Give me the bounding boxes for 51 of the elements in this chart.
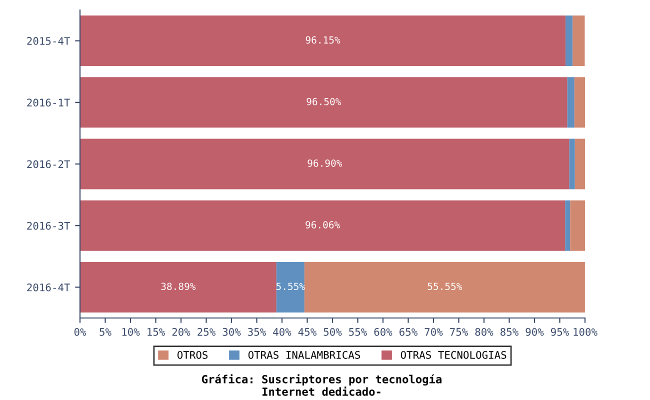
x-tick-label: 100%	[574, 328, 598, 336]
x-tick-label: 85%	[500, 328, 518, 336]
y-tick-label: 2016-1T	[27, 98, 70, 107]
data-label: 96.50%	[306, 98, 342, 106]
bar	[566, 16, 573, 66]
y-tick-label: 2015-4T	[27, 37, 70, 45]
x-tick-label: 50%	[324, 328, 342, 336]
bar	[80, 77, 568, 128]
x-tick-label: 5%	[100, 328, 112, 336]
y-tick-label: 2016-3T	[27, 222, 70, 230]
bar	[80, 138, 570, 190]
y-tick-label: 2016-2T	[27, 160, 70, 168]
x-tick-label: 15%	[148, 328, 165, 336]
x-tick-label: 90%	[526, 328, 544, 336]
bar	[567, 77, 574, 128]
bar	[574, 77, 585, 128]
bar	[80, 262, 276, 312]
x-tick-label: 95%	[550, 328, 569, 336]
legend-label: OTRAS TECNOLOGIAS	[400, 350, 506, 359]
x-tick-label: 80%	[475, 328, 494, 336]
x-tick-label: 40%	[273, 328, 292, 336]
bar	[276, 262, 304, 312]
bar	[570, 200, 585, 251]
x-tick-label: 10%	[122, 328, 140, 336]
data-label: 96.06%	[306, 221, 340, 228]
data-label: 96.90%	[308, 159, 342, 167]
y-tick-label: 2016-4T	[27, 283, 70, 292]
data-label: 38.89%	[161, 282, 196, 290]
x-tick-label: 30%	[222, 328, 241, 336]
x-tick-label: 0%	[74, 328, 86, 336]
text: Gráfica: Suscriptores por tecnología Internet dedicado-	[202, 374, 442, 396]
bar	[572, 16, 585, 66]
x-tick-label: 65%	[400, 328, 418, 336]
x-tick-label: 60%	[374, 328, 392, 336]
bar	[80, 200, 566, 251]
legend-label: OTROS	[177, 350, 208, 359]
bar	[569, 138, 575, 190]
legend-label: OTRAS INALAMBRICAS	[248, 350, 360, 359]
bar	[80, 16, 566, 66]
x-tick-label: 20%	[172, 328, 190, 336]
x-tick-label: 70%	[424, 328, 443, 336]
bar	[574, 138, 585, 190]
x-tick-label: 75%	[450, 328, 468, 336]
x-tick-label: 25%	[198, 328, 216, 336]
data-label: 55.55%	[428, 282, 462, 290]
data-label: 96.15%	[306, 36, 340, 44]
bar	[304, 262, 585, 312]
x-tick-label: 45%	[298, 328, 316, 336]
x-tick-label: 35%	[248, 328, 266, 336]
bar	[565, 200, 570, 251]
x-tick-label: 55%	[349, 328, 367, 336]
